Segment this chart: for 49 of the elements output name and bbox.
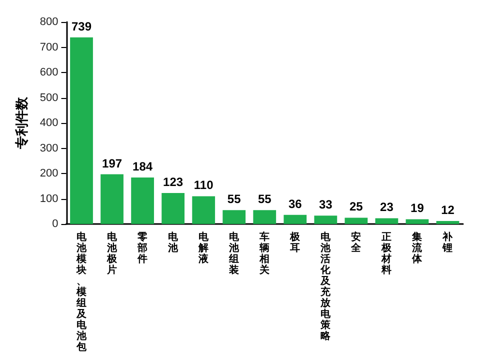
bar [100,174,124,224]
x-tick-label: 补锂 [442,231,454,254]
x-tick-label: 电池 [167,231,180,254]
bar [344,218,368,224]
bar [253,210,276,224]
bar [284,214,307,224]
data-label: 197 [102,156,122,170]
bar [131,178,154,224]
y-tick-label: 600 [40,66,58,78]
bar [192,196,216,224]
x-tick-label: 零部件 [136,231,148,265]
bar [406,219,429,224]
data-label: 55 [227,192,242,206]
x-tick-label: 极耳 [289,231,302,254]
y-tick-label: 300 [40,142,58,154]
x-tick-label: 正极材料 [380,232,393,276]
data-label: 33 [318,198,333,212]
y-axis-title: 专利件数 [14,96,30,150]
y-tick-label: 500 [40,92,58,104]
bar [162,192,185,224]
data-label: 36 [288,196,302,211]
data-label: 23 [380,200,394,214]
x-tick-label: 电池组装 [228,231,240,276]
data-label: 110 [194,178,214,192]
y-tick-label: 0 [52,218,58,230]
bar [375,218,398,224]
data-label: 19 [410,201,424,216]
bar [314,216,338,224]
bar [436,220,460,224]
data-label: 55 [258,192,272,206]
y-tick-label: 700 [40,41,58,54]
category-label: 电池模块、模组及电池包 [76,232,87,353]
x-tick-label: 电池极片 [106,231,118,276]
y-tick-label: 100 [40,192,58,205]
category-label: 电池活化及充放电策略 [320,232,331,342]
x-tick-label: 集流体 [411,231,424,265]
y-tick-label: 200 [40,168,58,180]
data-label: 184 [132,160,153,174]
data-label: 739 [71,19,92,34]
y-tick-label: 800 [40,16,58,28]
x-tick-label: 电解液 [198,231,210,265]
data-label: 123 [163,174,184,189]
bar [70,37,93,224]
data-label: 12 [441,202,455,217]
data-label: 25 [350,200,364,214]
x-tick-label: 安全 [350,231,362,254]
y-tick-label: 400 [40,117,58,129]
x-tick-label: 车辆相关 [258,231,271,276]
bar [222,210,246,224]
